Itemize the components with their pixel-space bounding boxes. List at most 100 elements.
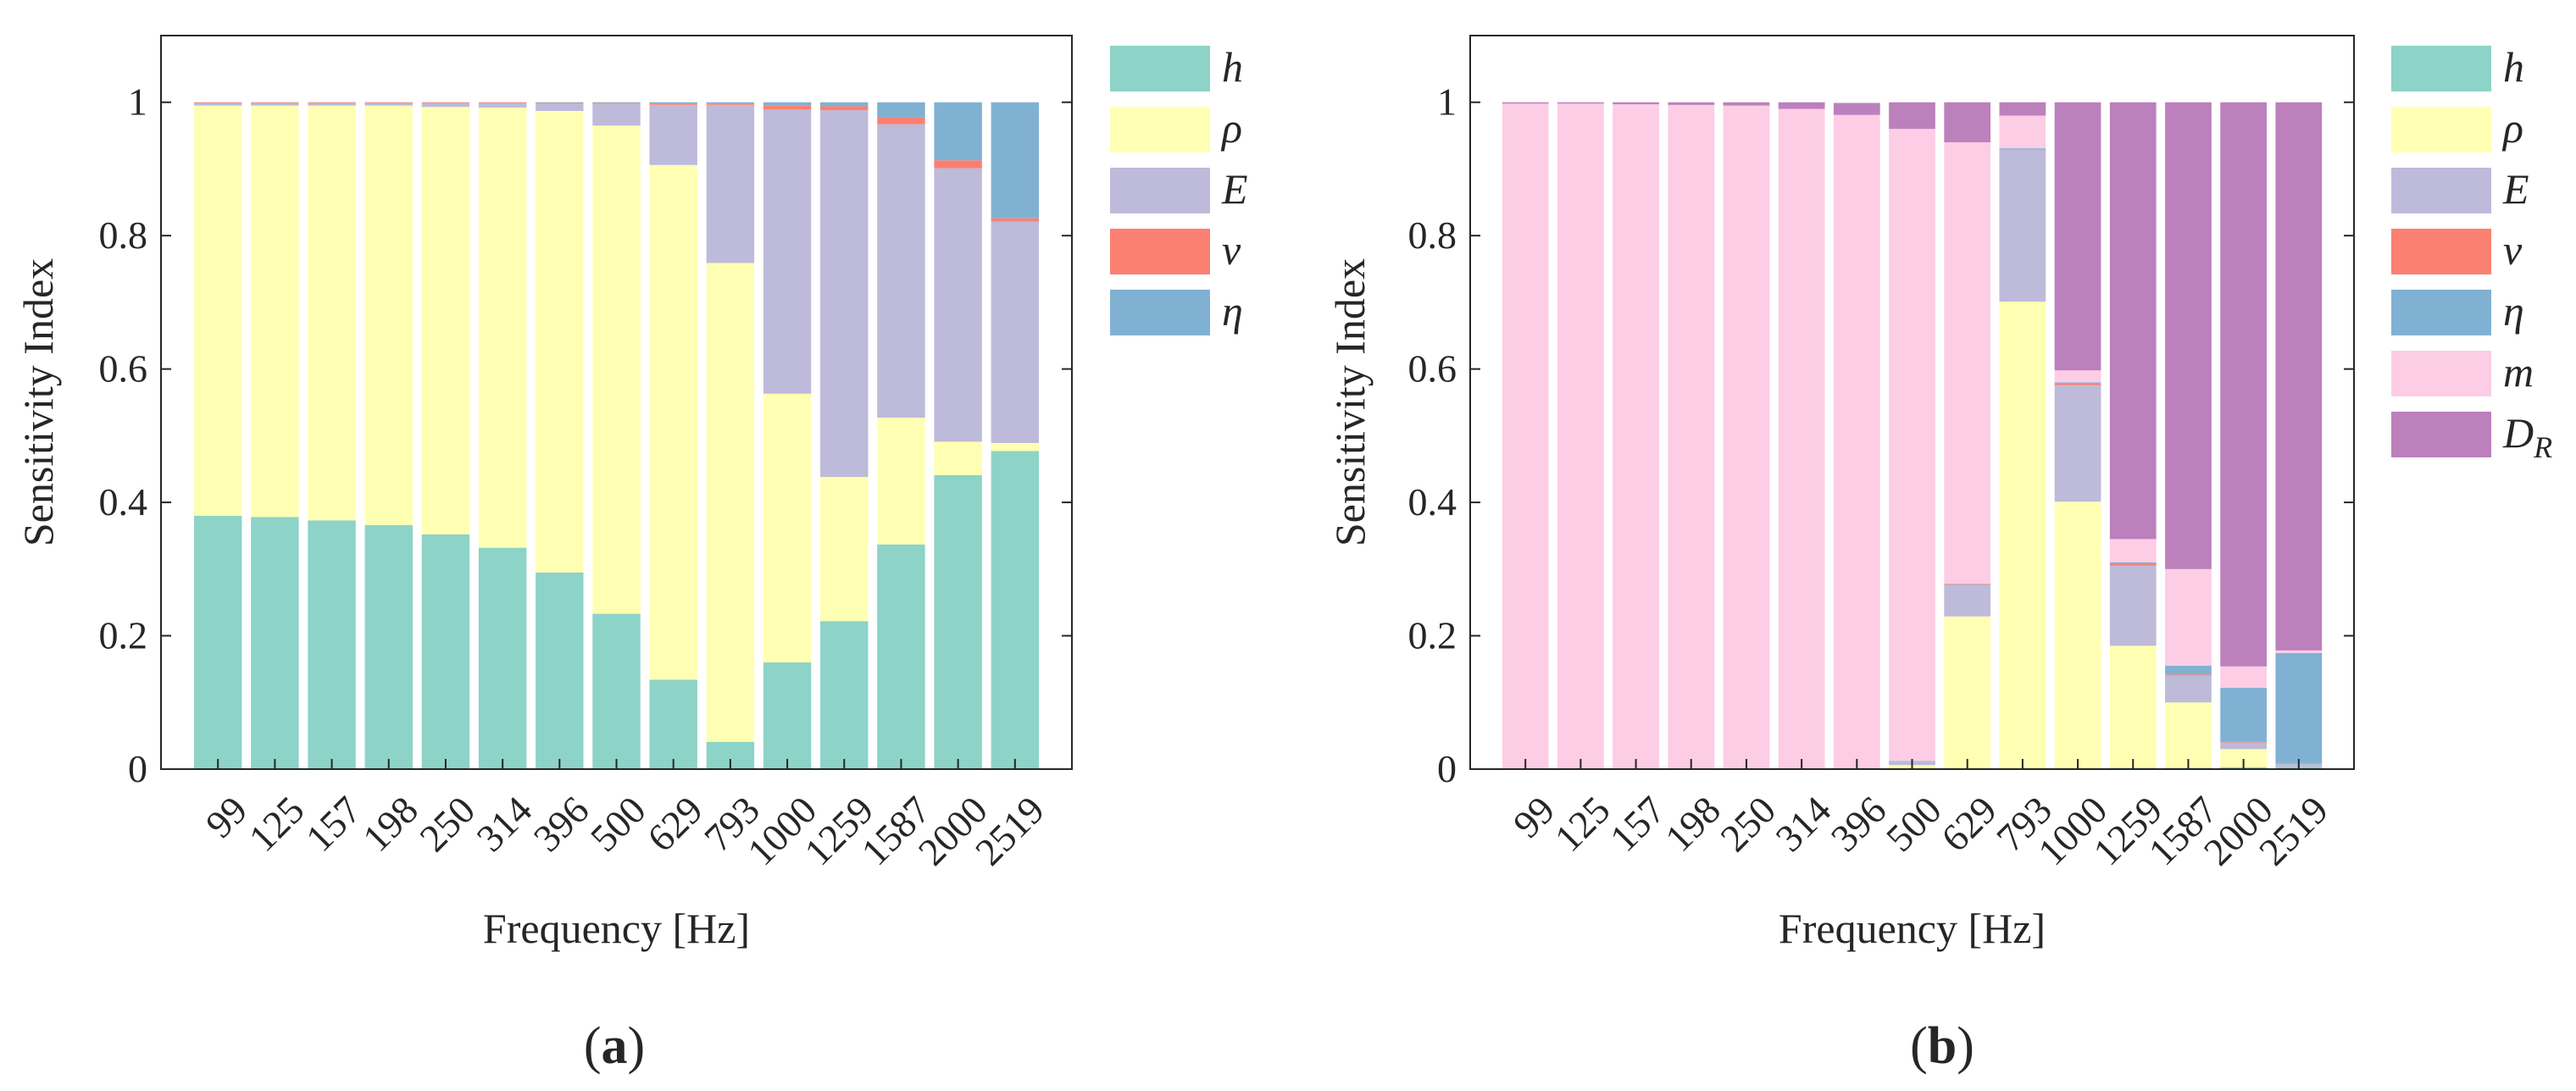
bar-segment [536, 572, 584, 769]
legend-label: h [1222, 43, 1243, 91]
panel-label-a: (a) [584, 1017, 645, 1075]
bar-segment [763, 662, 812, 769]
bar-segment [193, 102, 242, 106]
bar-segment [649, 104, 697, 165]
legend-label: ρ [2501, 104, 2523, 152]
bar-segment [193, 102, 242, 103]
bar-segment [308, 105, 356, 521]
bar-segment [991, 218, 1040, 222]
bar-segment [1668, 102, 1715, 105]
bar-segment [193, 105, 242, 516]
bar-segment [364, 105, 413, 525]
legend-label: ρ [1220, 104, 1242, 152]
y-tick-label: 0.2 [1408, 614, 1457, 657]
x-tick-label: 250 [411, 788, 483, 860]
bar-segment [991, 451, 1040, 769]
bar-segment [877, 117, 925, 125]
x-tick-label: 629 [639, 788, 711, 860]
legend-swatch [2391, 168, 2491, 213]
bar-segment [649, 102, 697, 104]
bar-segment [193, 515, 242, 769]
x-tick-label: 2519 [2251, 788, 2336, 873]
bar-segment [706, 102, 755, 104]
bar-segment [763, 109, 812, 394]
bar-segment [820, 106, 869, 111]
x-axis-title: Frequency [Hz] [483, 905, 750, 952]
bar-segment [536, 110, 584, 573]
bar-segment [478, 108, 527, 548]
bar-segment [1668, 104, 1715, 769]
bar-segment [2220, 666, 2268, 688]
bar-segment [308, 102, 356, 106]
bar-segment [251, 102, 299, 106]
x-tick-label: 125 [241, 788, 313, 860]
legend-swatch [2391, 290, 2491, 335]
bar-segment [2054, 385, 2101, 502]
legend-label: h [2503, 43, 2524, 91]
bar-segment [2109, 539, 2157, 562]
legend-label: ν [1222, 226, 1241, 274]
bar-segment [1944, 584, 1991, 617]
legend-swatch [2391, 107, 2491, 152]
bar-segment [820, 102, 869, 107]
y-tick-label: 1 [1437, 80, 1457, 124]
bar-segment [2165, 674, 2212, 676]
x-tick-label: 157 [297, 788, 369, 860]
bar-segment [1944, 616, 1991, 769]
bar-segment [763, 393, 812, 663]
legend-label: η [2503, 287, 2524, 335]
bar-segment [2275, 650, 2323, 654]
bar-segment [649, 679, 697, 769]
bar-segment [2220, 687, 2268, 742]
bar-segment [1502, 103, 1549, 770]
bar-segment [820, 477, 869, 622]
legend-swatch [1110, 168, 1210, 213]
bar-segment [1778, 108, 1825, 770]
bar-segment [763, 102, 812, 106]
bar-segment [877, 102, 925, 118]
bar-segment [1833, 114, 1880, 768]
bar-segment [1889, 102, 1935, 130]
legend-label: ν [2503, 226, 2523, 274]
bar-segment [364, 524, 413, 769]
legend-swatch [1110, 107, 1210, 152]
bar-segment [820, 621, 869, 769]
bar-segment [991, 443, 1040, 451]
bar-segment [991, 221, 1040, 444]
bar-segment [877, 418, 925, 545]
x-tick-label: 314 [469, 788, 541, 860]
bar-segment [536, 102, 584, 103]
legend-label: E [1221, 165, 1248, 213]
bar-segment [1833, 102, 1880, 115]
legend-swatch [1110, 46, 1210, 91]
bar-segment [1723, 102, 1770, 106]
bar-segment [478, 102, 527, 103]
bar-segment [2054, 383, 2101, 385]
bar-segment [1944, 102, 1991, 142]
panel-label-b: (b) [1910, 1017, 1974, 1075]
bar-segment [251, 102, 299, 103]
bar-segment [1613, 102, 1659, 105]
bar-segment [877, 124, 925, 418]
bar-segment [706, 263, 755, 742]
bar-segment [1999, 102, 2046, 116]
bar-segment [2054, 102, 2101, 371]
bar-segment [592, 102, 641, 103]
legend-swatch [1110, 290, 1210, 335]
bar-segment [2054, 501, 2101, 769]
bar-segment [251, 517, 299, 769]
bar-segment [308, 102, 356, 103]
bar-segment [1557, 103, 1604, 770]
bar-segment [2220, 102, 2268, 667]
bar-segment [2220, 742, 2268, 750]
bar-segment [2109, 565, 2157, 646]
y-tick-label: 0.2 [99, 614, 148, 657]
bar-segment [592, 613, 641, 769]
x-tick-label: 500 [582, 788, 654, 860]
bar-segment [2220, 741, 2268, 743]
bar-segment [934, 474, 982, 769]
bar-segment [1999, 149, 2046, 302]
bar-segment [251, 105, 299, 518]
